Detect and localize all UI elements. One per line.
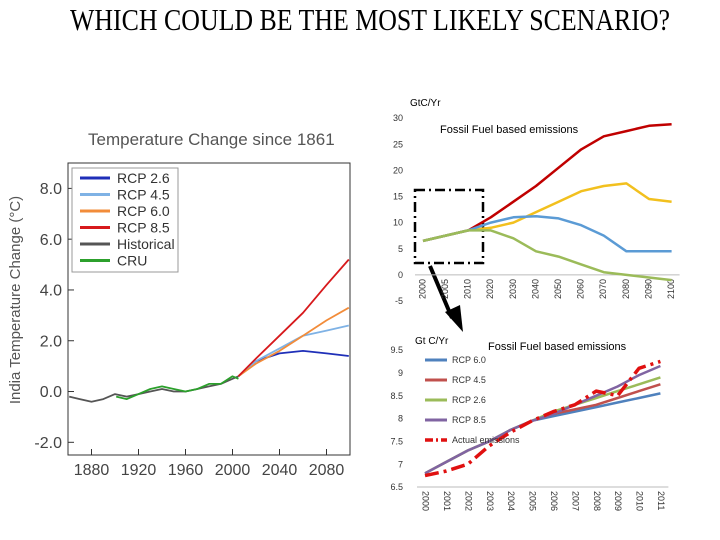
legend-label: RCP 6.0 [452,355,486,365]
legend-box [71,167,179,273]
y-tick-label: -5 [395,296,403,306]
y-tick-label: -2.0 [34,435,62,452]
y-tick-label: 10 [393,218,403,228]
chart: Fossil Fuel based emissions Gt C/Yr 6.5 7 7.… [390,336,669,511]
y-tick-label: 7.5 [390,436,403,446]
x-tick-label: 2010 [463,279,473,299]
legend-label: Historical [117,236,175,252]
legend-label: RCP 4.5 [452,375,486,385]
legend-label: RCP 6.0 [117,203,170,219]
y-tick-label: 5 [398,244,403,254]
y-axis-label: India Temperature Change (°C) [7,196,24,404]
x-tick-label: 1960 [168,462,204,479]
y-tick-label: 7 [398,459,403,469]
legend-label: RCP 2.6 [452,395,486,405]
x-tick-label: 2001 [442,491,452,511]
slide-title: WHICH COULD BE THE MOST LIKELY SCENARIO? [70,2,670,37]
legend-label: CRU [117,252,147,268]
series-line [68,375,239,403]
plot-frame [67,162,351,456]
x-tick-label: 2090 [643,279,653,299]
x-tick-label: 2080 [309,462,345,479]
x-tick-label: 2040 [262,462,298,479]
x-tick-label: 2005 [440,279,450,299]
x-tick-label: 2011 [656,491,666,510]
x-tick-label: 2009 [613,491,623,511]
series-line [424,376,661,475]
chart: Fossil Fuel based emissions GtC/Yr -5 0 5 10 1… [393,98,680,306]
y-tick-label: 2.0 [40,333,62,350]
x-tick-label: 2000 [421,491,431,511]
x-tick-label: 2080 [621,279,631,299]
series-line [237,258,350,377]
x-tick-label: 2070 [598,279,608,299]
legend-label: RCP 4.5 [117,186,170,202]
x-tick-label: 2000 [417,279,427,299]
series-line [237,324,350,377]
series-line [115,375,239,400]
chart: Temperature Change since 1861 India Tempe… [7,130,351,479]
x-tick-label: 2006 [549,491,559,511]
series-line [424,359,661,478]
legend-label: RCP 8.5 [452,415,486,425]
y-tick-label: 25 [393,139,403,149]
x-tick-label: 2004 [506,491,516,511]
x-tick-label: 2100 [666,279,676,299]
series-line [424,392,661,475]
series-line [422,123,672,243]
x-tick-label: 2010 [635,491,645,511]
chart-title: Fossil Fuel based emissions [488,341,627,353]
series-line [422,215,672,253]
x-tick-label: 2050 [553,279,563,299]
legend-label: RCP 2.6 [117,170,170,186]
series-line [424,364,661,475]
y-tick-label: 15 [393,192,403,202]
y-tick-label: 8.0 [40,181,62,198]
y-tick-label: 6.5 [390,482,403,492]
x-tick-label: 2030 [508,279,518,299]
x-tick-label: 2002 [463,491,473,511]
y-tick-label: 9 [398,368,403,378]
chart-title: Fossil Fuel based emissions [440,124,579,136]
legend-label: RCP 8.5 [117,219,170,235]
legend-label: Actual emissions [452,435,520,445]
chart-title: Temperature Change since 1861 [88,130,335,149]
y-tick-label: 4.0 [40,283,62,300]
x-tick-label: 2020 [485,279,495,299]
x-tick-label: 2008 [592,491,602,511]
x-tick-label: 2007 [570,491,580,511]
x-tick-label: 2060 [576,279,586,299]
x-tick-label: 2000 [215,462,251,479]
y-tick-label: 30 [393,113,403,123]
y-tick-label: 0 [398,270,403,280]
x-tick-label: 1880 [74,462,110,479]
x-tick-label: 2003 [485,491,495,511]
x-tick-label: 2040 [530,279,540,299]
y-axis-label: GtC/Yr [410,98,441,109]
x-tick-label: 2005 [528,491,538,511]
arrow-head [445,305,463,332]
y-tick-label: 8 [398,414,403,424]
y-tick-label: 0.0 [40,384,62,401]
y-tick-label: 9.5 [390,345,403,355]
y-tick-label: 6.0 [40,232,62,249]
series-line [237,306,350,378]
series-line [422,229,672,282]
x-tick-label: 1920 [121,462,157,479]
y-axis-label: Gt C/Yr [415,336,449,347]
y-tick-label: 20 [393,165,403,175]
y-tick-label: 8.5 [390,391,403,401]
